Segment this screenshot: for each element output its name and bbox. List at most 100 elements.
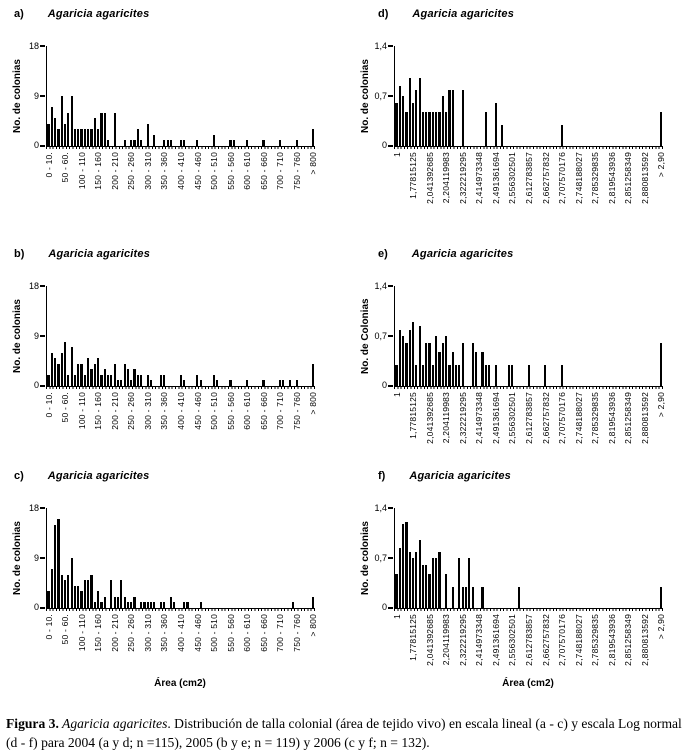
bar [398, 547, 401, 608]
x-tick-label: 0 - 10. [43, 152, 54, 178]
y-tick-mark [388, 385, 393, 387]
panel-title: Agaricia agaricites [47, 8, 150, 20]
bar [196, 140, 199, 146]
bar [431, 111, 434, 146]
bar [183, 380, 186, 386]
y-tick-mark [388, 507, 393, 509]
x-tick-label: 2,662757832 [540, 614, 551, 666]
bar [120, 380, 123, 386]
y-tick-label: 9 [33, 91, 39, 101]
bar [560, 124, 564, 146]
bar [97, 358, 100, 386]
bar [106, 140, 110, 146]
x-tick-label: 2,204119983 [441, 614, 452, 666]
bar [130, 140, 133, 146]
bar [451, 586, 454, 608]
bar [229, 140, 232, 146]
panel-f: f) Agaricia agaricites No. de colonias 1… [348, 462, 697, 704]
panel-title: Agaricia agaricites [47, 470, 150, 482]
y-tick-mark [40, 385, 45, 387]
bar [50, 352, 53, 386]
bar [80, 129, 83, 146]
bar [292, 602, 295, 608]
bar [474, 351, 477, 386]
x-tick-label: 100 - 110 [76, 614, 87, 652]
bar [425, 343, 428, 386]
y-tick-label: 18 [28, 281, 39, 291]
figure-grid: a) Agaricia agaricites No. de colonias 1… [0, 0, 697, 704]
panel-header: f) Agaricia agaricites [348, 462, 697, 482]
bar [408, 552, 411, 608]
bar [67, 574, 70, 608]
y-tick-mark [40, 145, 45, 147]
plot-area: 18 9 0 0 - 10. 50 - 60. 100 - 110 150 - 160… [29, 503, 318, 652]
bar [395, 364, 398, 386]
bar [312, 596, 315, 608]
bar [123, 140, 126, 146]
bar [166, 140, 169, 146]
bar [229, 380, 232, 386]
x-tick-label: 2,322219295 [457, 392, 468, 444]
bar [288, 380, 292, 386]
x-tick-label: 2,851258349 [623, 152, 634, 204]
x-tick-label: > 2,90 [656, 614, 667, 640]
panel-header: e) Agaricia agaricites [348, 240, 697, 260]
bar [405, 111, 408, 146]
x-tick-label: 2,880813592 [639, 152, 650, 204]
bar [494, 103, 497, 146]
bar [100, 374, 103, 386]
bar [660, 343, 663, 386]
bar [54, 358, 57, 386]
x-tick-label: 2,851258349 [623, 392, 634, 444]
x-tick-label: 2,851258349 [623, 614, 634, 666]
bar [140, 602, 143, 608]
bar [448, 90, 451, 146]
y-tick-label: 0 [33, 602, 39, 612]
bar [411, 558, 415, 608]
x-tick-label: 100 - 110 [76, 152, 87, 190]
x-tick-label: > 2,90 [656, 392, 667, 418]
bar [97, 591, 100, 608]
x-tick-label: 750 - 760 [291, 614, 302, 652]
bar [93, 602, 96, 608]
bar [183, 602, 186, 608]
x-tick-label: 2,322219295 [457, 614, 468, 666]
panel-title: Agaricia agaricites [411, 248, 514, 260]
x-tick-label: 300 - 310 [142, 614, 153, 652]
x-axis-ticks [394, 608, 664, 611]
x-tick-label: 2,556302501 [507, 152, 518, 204]
bar [60, 352, 63, 386]
x-axis-ticks [46, 386, 316, 389]
x-tick-label: > 800 [308, 392, 319, 415]
bar [458, 364, 461, 386]
panel-title: Agaricia agaricites [48, 248, 151, 260]
y-tick-mark [388, 145, 393, 147]
x-tick-label: 200 - 210 [109, 614, 120, 652]
bar [130, 380, 133, 386]
bar [445, 573, 448, 608]
bar [408, 330, 411, 386]
bar [454, 364, 458, 386]
y-tick-label: 1,4 [374, 281, 387, 291]
bar [418, 539, 421, 608]
panel-header: a) Agaricia agaricites [0, 0, 348, 20]
x-tick-label: 2,707570176 [557, 392, 568, 444]
x-tick-label: 400 - 410 [176, 614, 186, 652]
y-tick-mark [388, 607, 393, 609]
bar [73, 374, 77, 386]
x-tick-label: 550 - 560 [225, 392, 236, 430]
bar [100, 602, 103, 608]
bar [116, 380, 120, 386]
bar [113, 596, 116, 608]
panel-e: e) Agaricia agaricites No. de Colonias 1… [348, 240, 697, 462]
x-tick-label: 400 - 410 [176, 392, 186, 430]
bar [468, 558, 471, 608]
bar [153, 602, 156, 608]
x-tick-label: 1 [391, 614, 402, 619]
bar [50, 107, 53, 146]
bar [435, 558, 438, 608]
bar [110, 374, 113, 386]
panel-header: d) Agaricia agaricites [348, 0, 697, 20]
bar [73, 129, 77, 146]
bar [501, 124, 504, 146]
